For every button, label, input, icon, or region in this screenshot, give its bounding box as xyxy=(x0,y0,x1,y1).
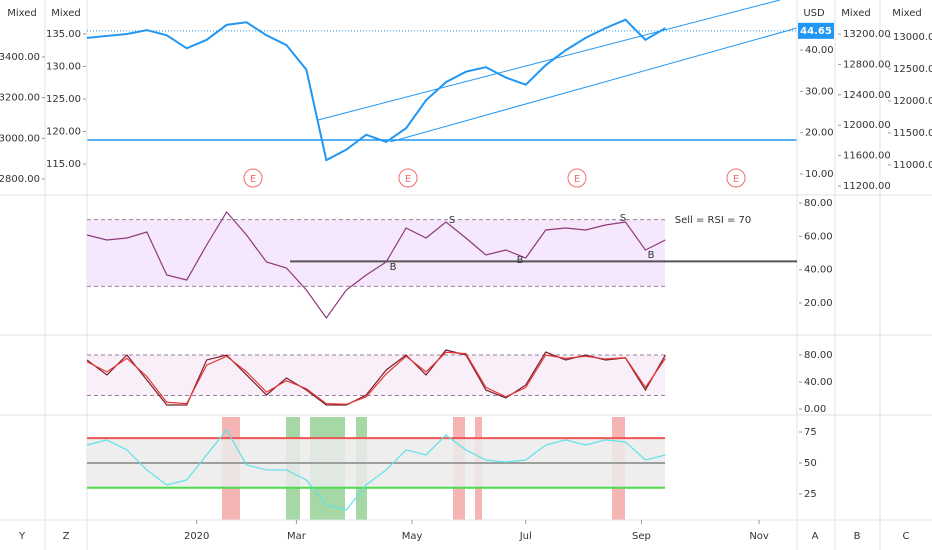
y-tick-label: 25 xyxy=(804,489,817,500)
y-tick-label: 30.00 xyxy=(805,86,834,97)
annotation: B xyxy=(648,250,655,261)
y-tick-label: 80.00 xyxy=(804,350,833,361)
event-marker xyxy=(398,168,418,188)
channel-lower xyxy=(389,27,798,143)
x-tick-label: Jul xyxy=(519,531,532,542)
series-line xyxy=(86,18,666,162)
channel-upper xyxy=(317,0,781,121)
annotation: B xyxy=(517,255,524,266)
y-tick-label: 3200.00 xyxy=(0,93,40,104)
x-tick-label: Nov xyxy=(749,531,769,542)
band-fill xyxy=(87,219,665,287)
event-label: E xyxy=(250,174,256,185)
y-tick-label: 10.00 xyxy=(805,169,834,180)
toolbar-button[interactable]: A xyxy=(812,531,819,542)
y-tick-label: 20.00 xyxy=(804,298,833,309)
toolbar-button[interactable]: Y xyxy=(18,531,26,542)
toolbar-button[interactable]: B xyxy=(854,531,861,542)
y-tick-label: 80.00 xyxy=(804,198,833,209)
axis-label: Mixed xyxy=(7,8,37,19)
series-line xyxy=(86,428,666,511)
y-tick-label: 40.00 xyxy=(804,377,833,388)
y-tick-label: 12000.00 xyxy=(843,120,891,131)
axis-label: USD xyxy=(803,8,825,19)
event-label: E xyxy=(405,174,411,185)
y-tick-label: 120.00 xyxy=(46,126,81,137)
y-tick-label: 75 xyxy=(804,427,817,438)
annotation: S xyxy=(620,213,626,224)
toolbar-button[interactable]: C xyxy=(903,531,910,542)
y-tick-label: 135.00 xyxy=(46,29,81,40)
y-tick-label: 2800.00 xyxy=(0,174,40,185)
y-tick-label: 40.00 xyxy=(804,265,833,276)
event-marker xyxy=(567,168,587,188)
band-fill xyxy=(87,354,665,396)
axis-label: Mixed xyxy=(51,8,81,19)
y-tick-label: 13000.00 xyxy=(893,32,932,43)
event-marker xyxy=(243,168,263,188)
y-tick-label: 3400.00 xyxy=(0,52,40,63)
toolbar-button[interactable]: Z xyxy=(63,531,70,542)
x-tick-label: Sep xyxy=(632,531,651,542)
series-line xyxy=(86,349,666,406)
y-tick-label: 11000.00 xyxy=(893,160,932,171)
y-tick-label: 11200.00 xyxy=(843,181,891,192)
annotation: Sell = RSI = 70 xyxy=(675,215,752,226)
y-tick-label: 11600.00 xyxy=(843,151,891,162)
annotation: B xyxy=(390,262,397,273)
y-tick-label: 12500.00 xyxy=(893,64,932,75)
y-tick-label: 50 xyxy=(804,458,817,469)
event-label: E xyxy=(733,174,739,185)
y-tick-label: 13200.00 xyxy=(843,29,891,40)
axis-label: Mixed xyxy=(892,8,922,19)
x-tick-label: Mar xyxy=(287,531,307,542)
y-tick-label: 11500.00 xyxy=(893,128,932,139)
y-tick-label: 12400.00 xyxy=(843,90,891,101)
y-tick-label: 60.00 xyxy=(804,231,833,242)
event-label: E xyxy=(574,174,580,185)
y-tick-label: 0.00 xyxy=(804,404,826,415)
y-tick-label: 125.00 xyxy=(46,94,81,105)
axis-label: Mixed xyxy=(841,8,871,19)
y-tick-label: 20.00 xyxy=(805,128,834,139)
x-tick-label: May xyxy=(402,531,423,542)
series-line xyxy=(86,210,666,320)
x-tick-label: 2020 xyxy=(184,531,209,542)
y-tick-label: 40.00 xyxy=(805,45,834,56)
annotation: S xyxy=(449,215,455,226)
last-value-box xyxy=(798,22,834,39)
event-marker xyxy=(726,168,746,188)
y-tick-label: 12800.00 xyxy=(843,59,891,70)
series-line xyxy=(86,351,666,405)
y-tick-label: 12000.00 xyxy=(893,96,932,107)
y-tick-label: 130.00 xyxy=(46,61,81,72)
y-tick-label: 115.00 xyxy=(46,159,81,170)
y-tick-label: 3000.00 xyxy=(0,133,40,144)
last-value-label: 44.65 xyxy=(800,26,832,37)
